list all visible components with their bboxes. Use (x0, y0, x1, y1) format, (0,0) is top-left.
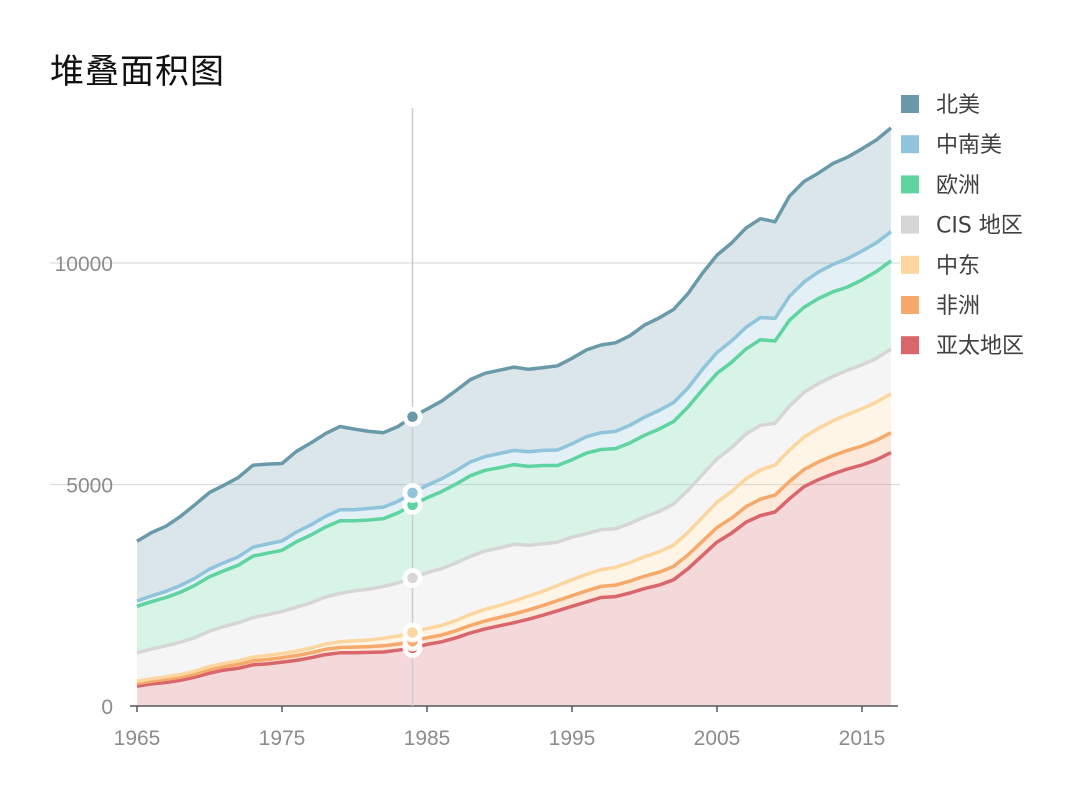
series-line-亚太地区 (136, 451, 892, 688)
series-line-CIS 地区 (136, 347, 892, 655)
legend-swatch (901, 255, 919, 274)
marker-中南美[interactable] (404, 485, 421, 501)
line-layer (136, 126, 893, 688)
x-tick-label: 2005 (694, 727, 741, 750)
legend-item-CIS 地区[interactable]: CIS 地区 (901, 214, 1023, 239)
series-line-中南美 (136, 230, 893, 603)
x-tick-label: 1965 (114, 727, 161, 750)
legend-item-非洲[interactable]: 非洲 (901, 294, 980, 319)
x-tick-label: 1995 (549, 727, 596, 750)
x-tick-label: 1975 (259, 727, 306, 750)
legend-item-亚太地区[interactable]: 亚太地区 (901, 334, 1024, 359)
legend-swatch (901, 135, 919, 154)
y-tick-label: 5000 (66, 475, 113, 498)
legend-label: 亚太地区 (936, 334, 1024, 359)
area-北美[interactable] (137, 127, 891, 602)
legend-swatch (901, 175, 919, 194)
area-亚太地区[interactable] (137, 452, 891, 706)
legend-label: 中南美 (936, 133, 1002, 158)
x-tick-label: 1985 (404, 727, 451, 750)
legend-label: 非洲 (936, 294, 980, 319)
legend-label: 欧洲 (936, 173, 980, 198)
marker-北美[interactable] (404, 408, 421, 425)
legend-swatch (901, 215, 919, 234)
x-tick-label: 2015 (839, 727, 886, 750)
legend-label: 中东 (936, 254, 980, 279)
series-line-中东 (136, 392, 892, 683)
legend-label: CIS 地区 (936, 214, 1023, 239)
series-line-北美 (136, 126, 893, 543)
highlight-markers[interactable] (402, 406, 423, 658)
legend-swatch (901, 296, 919, 314)
legend-item-中南美[interactable]: 中南美 (901, 133, 1002, 158)
marker-CIS 地区[interactable] (404, 570, 421, 586)
grid-lines (50, 262, 900, 486)
legend-item-欧洲[interactable]: 欧洲 (901, 173, 980, 198)
series-line-非洲 (136, 431, 892, 686)
marker-中东[interactable] (404, 624, 421, 641)
chart-title: 堆叠面积图 (50, 52, 225, 92)
axes: 0 5000 10000 1965 1975 1985 1995 2005 2015 (55, 253, 898, 750)
legend-item-北美[interactable]: 北美 (901, 93, 980, 118)
series-line-欧洲 (136, 259, 893, 608)
legend-item-中东[interactable]: 中东 (901, 254, 980, 279)
y-tick-label: 0 (101, 696, 113, 719)
legend-label: 北美 (936, 93, 980, 118)
y-tick-label: 10000 (55, 253, 113, 276)
area-欧洲[interactable] (137, 260, 891, 653)
legend-swatch (901, 336, 919, 355)
legend-swatch (901, 95, 919, 113)
